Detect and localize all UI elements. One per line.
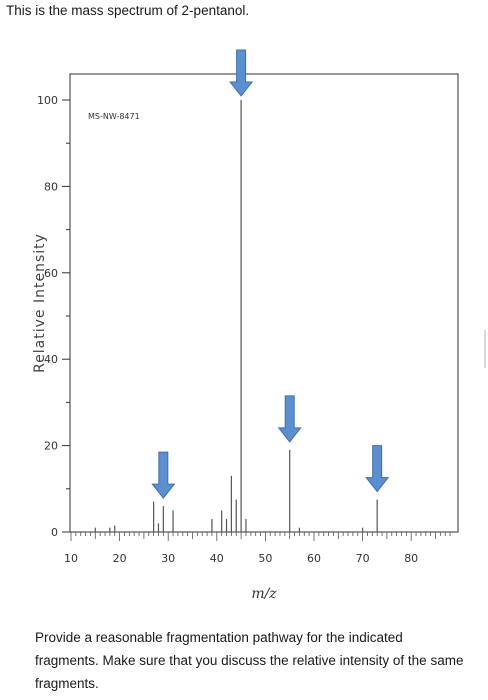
intro-text: This is the mass spectrum of 2-pentanol.: [6, 3, 250, 18]
y-axis-title: Relative Intensity: [32, 233, 48, 373]
down-arrow-icon: [365, 445, 390, 493]
y-tick-label: 60: [44, 267, 58, 280]
scrollbar-edge: [484, 330, 486, 368]
y-axis: 0 20 40 60 80 100: [37, 94, 70, 539]
x-tick-label: 70: [356, 552, 370, 565]
x-axis-title: m/z: [251, 586, 277, 602]
x-tick-label: 40: [210, 552, 224, 565]
x-axis: 10 20 30 40 50 60 70 80: [64, 532, 451, 565]
x-tick-label: 30: [161, 552, 175, 565]
x-tick-label: 20: [113, 552, 127, 565]
x-tick-label: 60: [307, 552, 321, 565]
down-arrow-icon: [151, 451, 176, 499]
down-arrow-icon: [277, 395, 302, 443]
x-tick-label: 10: [64, 552, 78, 565]
indicator-arrows: [151, 49, 390, 499]
x-tick-label: 50: [258, 552, 272, 565]
x-tick-label: 80: [404, 552, 418, 565]
y-tick-label: 100: [37, 94, 58, 107]
question-text: Provide a reasonable fragmentation pathw…: [35, 630, 464, 691]
mass-spectrum-chart: MS-NW-8471 0 20 40 60 80 100 10 20 30 40 50 60 70 80…: [32, 49, 459, 602]
plot-frame: [69, 73, 459, 533]
y-tick-label: 80: [44, 180, 58, 193]
down-arrow-icon: [229, 49, 254, 97]
y-tick-label: 0: [51, 526, 58, 539]
watermark-label: MS-NW-8471: [88, 112, 140, 121]
y-tick-label: 40: [44, 353, 58, 366]
peak-series: [94, 100, 378, 532]
y-tick-label: 20: [44, 440, 58, 453]
